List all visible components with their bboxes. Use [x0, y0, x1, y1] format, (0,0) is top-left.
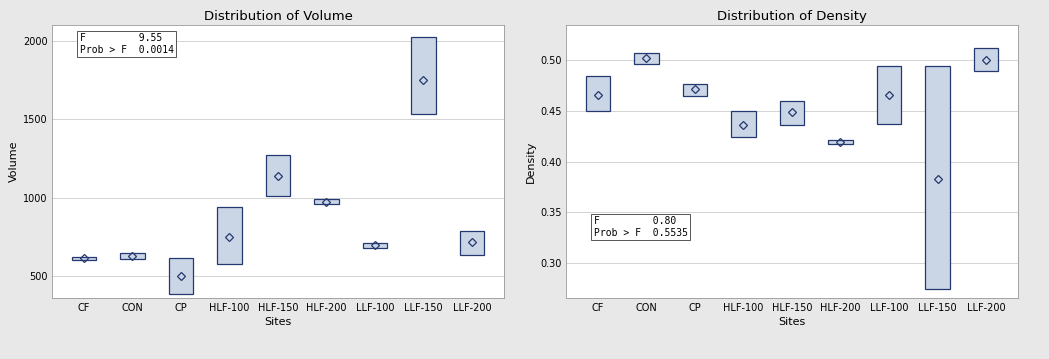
Bar — [635, 53, 659, 64]
Bar — [121, 253, 145, 259]
Bar — [459, 230, 485, 255]
Bar — [315, 199, 339, 204]
Y-axis label: Density: Density — [526, 140, 536, 183]
Title: Distribution of Volume: Distribution of Volume — [204, 10, 352, 23]
Bar — [411, 37, 435, 114]
Bar — [585, 76, 611, 111]
Bar — [683, 84, 707, 96]
Bar — [877, 66, 901, 124]
Bar — [829, 140, 853, 144]
Bar — [925, 66, 949, 289]
Y-axis label: Volume: Volume — [8, 141, 19, 182]
Bar — [217, 207, 241, 264]
Text: F         9.55
Prob > F  0.0014: F 9.55 Prob > F 0.0014 — [80, 33, 173, 55]
Bar — [169, 257, 193, 294]
X-axis label: Sites: Sites — [264, 317, 292, 327]
Text: F         0.80
Prob > F  0.5535: F 0.80 Prob > F 0.5535 — [594, 216, 687, 238]
Bar — [363, 243, 387, 248]
X-axis label: Sites: Sites — [778, 317, 806, 327]
Bar — [973, 48, 999, 71]
Bar — [265, 155, 291, 196]
Bar — [731, 111, 755, 137]
Bar — [71, 257, 97, 260]
Title: Distribution of Density: Distribution of Density — [718, 10, 866, 23]
Bar — [779, 101, 805, 125]
